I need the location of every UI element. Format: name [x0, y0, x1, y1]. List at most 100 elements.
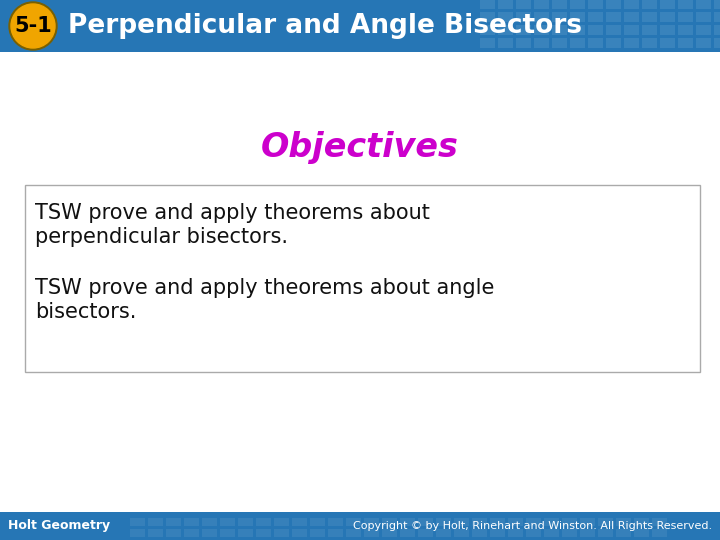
Bar — [480, 0, 495, 9]
Bar — [516, 12, 531, 22]
Bar — [480, 38, 495, 48]
Bar — [0, 0, 720, 52]
Bar — [418, 529, 433, 537]
Bar — [534, 12, 549, 22]
Bar — [552, 25, 567, 35]
Bar — [382, 518, 397, 526]
Bar — [552, 0, 567, 9]
Text: Copyright © by Holt, Rinehart and Winston. All Rights Reserved.: Copyright © by Holt, Rinehart and Winsto… — [353, 521, 712, 531]
Bar — [678, 38, 693, 48]
Bar — [552, 38, 567, 48]
Bar — [310, 529, 325, 537]
Bar — [714, 25, 720, 35]
Bar — [678, 12, 693, 22]
Bar — [184, 529, 199, 537]
Bar — [202, 518, 217, 526]
Bar — [328, 518, 343, 526]
Bar — [588, 25, 603, 35]
Bar — [562, 518, 577, 526]
Bar — [696, 38, 711, 48]
Bar — [516, 38, 531, 48]
Bar — [580, 518, 595, 526]
Bar — [508, 529, 523, 537]
Bar — [652, 529, 667, 537]
Bar — [714, 38, 720, 48]
Bar — [516, 25, 531, 35]
Bar — [624, 0, 639, 9]
Bar — [714, 12, 720, 22]
Bar — [642, 25, 657, 35]
Bar — [642, 0, 657, 9]
Bar — [606, 12, 621, 22]
Text: perpendicular bisectors.: perpendicular bisectors. — [35, 227, 288, 247]
Bar — [202, 529, 217, 537]
Bar — [256, 518, 271, 526]
Bar — [418, 518, 433, 526]
Bar — [454, 518, 469, 526]
Bar — [588, 38, 603, 48]
Bar — [310, 518, 325, 526]
Bar — [364, 518, 379, 526]
Bar — [534, 0, 549, 9]
Bar — [544, 518, 559, 526]
Bar — [660, 0, 675, 9]
Bar — [642, 12, 657, 22]
Bar — [436, 518, 451, 526]
Text: Objectives: Objectives — [261, 132, 459, 165]
Bar — [526, 518, 541, 526]
Bar — [490, 518, 505, 526]
Bar — [508, 518, 523, 526]
Bar — [292, 529, 307, 537]
Bar — [274, 518, 289, 526]
Bar — [678, 0, 693, 9]
Bar — [660, 25, 675, 35]
Bar — [696, 0, 711, 9]
Bar — [606, 0, 621, 9]
Bar — [498, 38, 513, 48]
Bar — [364, 529, 379, 537]
Bar — [660, 38, 675, 48]
Bar — [436, 529, 451, 537]
Bar — [570, 25, 585, 35]
Bar — [696, 25, 711, 35]
Bar — [570, 12, 585, 22]
Circle shape — [9, 2, 57, 50]
Bar — [454, 529, 469, 537]
Bar — [588, 0, 603, 9]
Bar — [660, 12, 675, 22]
Text: TSW prove and apply theorems about: TSW prove and apply theorems about — [35, 203, 430, 223]
Bar — [274, 529, 289, 537]
Text: TSW prove and apply theorems about angle: TSW prove and apply theorems about angle — [35, 278, 495, 298]
Bar — [516, 0, 531, 9]
Bar — [25, 185, 700, 372]
Bar — [130, 518, 145, 526]
Bar — [400, 518, 415, 526]
Bar — [400, 529, 415, 537]
Bar — [616, 529, 631, 537]
Bar — [624, 25, 639, 35]
Bar — [606, 25, 621, 35]
Bar — [534, 25, 549, 35]
Bar — [346, 529, 361, 537]
Bar — [714, 0, 720, 9]
Bar — [382, 529, 397, 537]
Bar — [570, 0, 585, 9]
Bar — [130, 529, 145, 537]
Bar — [696, 12, 711, 22]
Text: Perpendicular and Angle Bisectors: Perpendicular and Angle Bisectors — [68, 13, 582, 39]
Bar — [256, 529, 271, 537]
Bar — [678, 25, 693, 35]
Bar — [498, 12, 513, 22]
Circle shape — [11, 4, 55, 48]
Bar — [534, 38, 549, 48]
Bar — [616, 518, 631, 526]
Bar — [166, 518, 181, 526]
Bar — [346, 518, 361, 526]
Bar — [220, 529, 235, 537]
Bar — [634, 529, 649, 537]
Bar — [220, 518, 235, 526]
Bar — [166, 529, 181, 537]
Bar — [148, 529, 163, 537]
Bar — [526, 529, 541, 537]
Text: 5-1: 5-1 — [14, 16, 52, 36]
